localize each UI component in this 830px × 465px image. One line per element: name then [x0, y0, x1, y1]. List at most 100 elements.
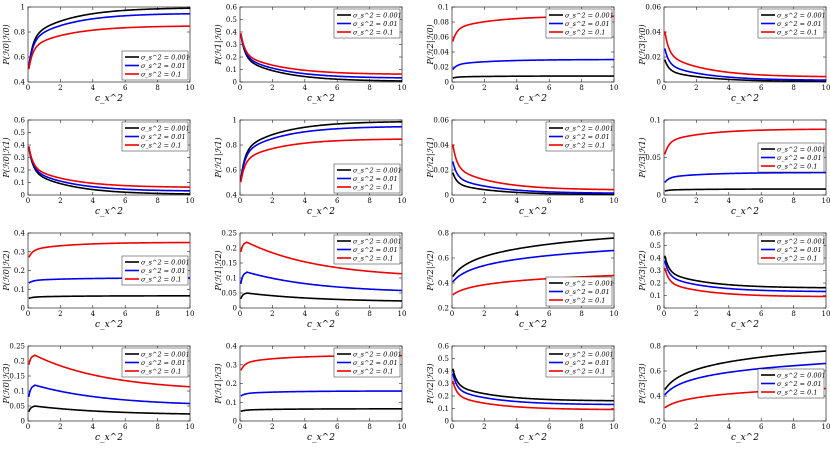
x-axis-label: c_x^2: [307, 94, 335, 104]
subplot-5: 0 0.1 0.2 0.3 0.4 0.5 0.6 0 2 4 6 8 10 P(ℋ0|ℋ1) c_x^2 σ…: [2, 117, 194, 218]
legend-label: σ_s^2 = 0.01: [565, 288, 610, 296]
y-tick-label: 0.3: [14, 154, 25, 162]
y-tick-label: 0.08: [433, 19, 449, 27]
y-tick-label: 0.3: [438, 380, 449, 388]
legend-label: σ_s^2 = 0.01: [777, 154, 822, 162]
y-tick-label: 0.2: [14, 267, 25, 275]
y-tick-label: 0: [445, 79, 449, 87]
x-tick-label: 2: [270, 423, 274, 431]
x-tick-label: 10: [398, 197, 407, 205]
x-tick-label: 10: [822, 423, 830, 431]
legend-label: σ_s^2 = 0.001: [353, 11, 402, 19]
series-line: [452, 58, 615, 71]
y-tick-label: 0.3: [14, 248, 25, 256]
x-tick-label: 8: [791, 84, 795, 92]
x-tick-label: 0: [662, 423, 666, 431]
y-tick-label: 0.6: [650, 368, 662, 376]
legend-label: σ_s^2 = 0.001: [777, 237, 826, 245]
y-tick-label: 0.25: [9, 343, 25, 351]
x-tick-label: 10: [398, 423, 407, 431]
legend-label: σ_s^2 = 0.1: [141, 367, 182, 375]
x-tick-label: 6: [123, 310, 128, 318]
x-tick-label: 4: [727, 197, 732, 205]
y-tick-label: 0.05: [221, 290, 237, 298]
series-line: [664, 30, 827, 78]
x-tick-label: 4: [515, 423, 520, 431]
series-line: [28, 241, 191, 259]
series-line: [240, 125, 403, 182]
x-tick-label: 8: [367, 197, 371, 205]
x-tick-label: 0: [238, 423, 242, 431]
y-tick-label: 0: [657, 305, 661, 313]
legend-label: σ_s^2 = 0.001: [777, 371, 826, 379]
y-tick-label: 0.4: [226, 29, 238, 37]
y-tick-label: 0.4: [226, 343, 238, 351]
y-axis-label: P(ℋ1|ℋ2): [214, 250, 223, 291]
x-tick-label: 10: [610, 310, 619, 318]
y-tick-label: 0: [445, 418, 449, 426]
x-tick-label: 0: [238, 197, 242, 205]
legend-box: [121, 50, 189, 81]
y-tick-label: 0.1: [14, 286, 25, 294]
x-tick-label: 2: [694, 310, 698, 318]
y-tick-label: 0.25: [221, 230, 237, 238]
legend-label: σ_s^2 = 0.1: [777, 254, 818, 262]
series-line: [28, 146, 191, 192]
legend-label: σ_s^2 = 0.001: [777, 11, 826, 19]
legend-label: σ_s^2 = 0.001: [141, 53, 190, 61]
y-tick-label: 0.05: [9, 403, 25, 411]
x-axis-label: c_x^2: [95, 94, 123, 104]
y-axis-label: P(ℋ1|ℋ1): [214, 137, 223, 178]
series-line: [28, 146, 191, 195]
subplot-9: 0 0.1 0.2 0.3 0.4 0 2 4 6 8 10 P(ℋ0|ℋ2) c_x^2 σ_s^2 =…: [2, 230, 194, 331]
legend-label: σ_s^2 = 0.001: [565, 350, 614, 358]
legend-label: σ_s^2 = 0.01: [565, 133, 610, 141]
x-tick-label: 4: [727, 423, 732, 431]
y-axis-label: P(ℋ0|ℋ0): [2, 24, 11, 65]
x-tick-label: 6: [759, 84, 764, 92]
y-tick-label: 0.6: [14, 54, 26, 62]
series-line: [28, 12, 191, 69]
legend-label: σ_s^2 = 0.001: [141, 124, 190, 132]
x-tick-label: 10: [610, 423, 619, 431]
x-tick-label: 10: [398, 310, 407, 318]
x-tick-label: 8: [367, 423, 371, 431]
series-line: [240, 121, 403, 181]
y-tick-label: 0.4: [14, 230, 26, 238]
x-tick-label: 10: [822, 310, 830, 318]
x-tick-label: 0: [26, 197, 30, 205]
legend-label: σ_s^2 = 0.1: [777, 162, 818, 170]
y-tick-label: 0.02: [433, 64, 449, 72]
series-line: [452, 143, 615, 191]
y-tick-label: 0: [657, 79, 661, 87]
x-tick-label: 10: [186, 197, 195, 205]
subplot-15: 0 0.1 0.2 0.3 0.4 0.5 0.6 0 2 4 6 8 10 P(ℋ2|ℋ3) c_x^2 σ…: [426, 343, 618, 444]
y-tick-label: 0.2: [438, 393, 449, 401]
x-tick-label: 6: [547, 197, 552, 205]
x-tick-label: 10: [822, 84, 830, 92]
legend-label: σ_s^2 = 0.1: [353, 367, 394, 375]
x-tick-label: 6: [123, 84, 128, 92]
x-tick-label: 4: [727, 84, 732, 92]
y-tick-label: 0.6: [438, 255, 450, 263]
x-tick-label: 8: [579, 197, 583, 205]
x-tick-label: 8: [155, 423, 159, 431]
x-tick-label: 6: [123, 423, 128, 431]
x-tick-label: 0: [238, 310, 242, 318]
legend-label: σ_s^2 = 0.01: [353, 246, 398, 254]
x-tick-label: 10: [186, 423, 195, 431]
series-line: [28, 295, 190, 300]
y-tick-label: 0.8: [226, 142, 237, 150]
y-tick-label: 0.5: [14, 129, 25, 137]
x-tick-label: 2: [58, 310, 62, 318]
series-line: [664, 128, 827, 155]
y-tick-label: 0.4: [438, 368, 450, 376]
x-tick-label: 0: [450, 310, 454, 318]
series-line: [240, 408, 402, 413]
x-axis-label: c_x^2: [731, 433, 759, 443]
x-tick-label: 4: [303, 423, 308, 431]
legend-label: σ_s^2 = 0.1: [353, 28, 394, 36]
